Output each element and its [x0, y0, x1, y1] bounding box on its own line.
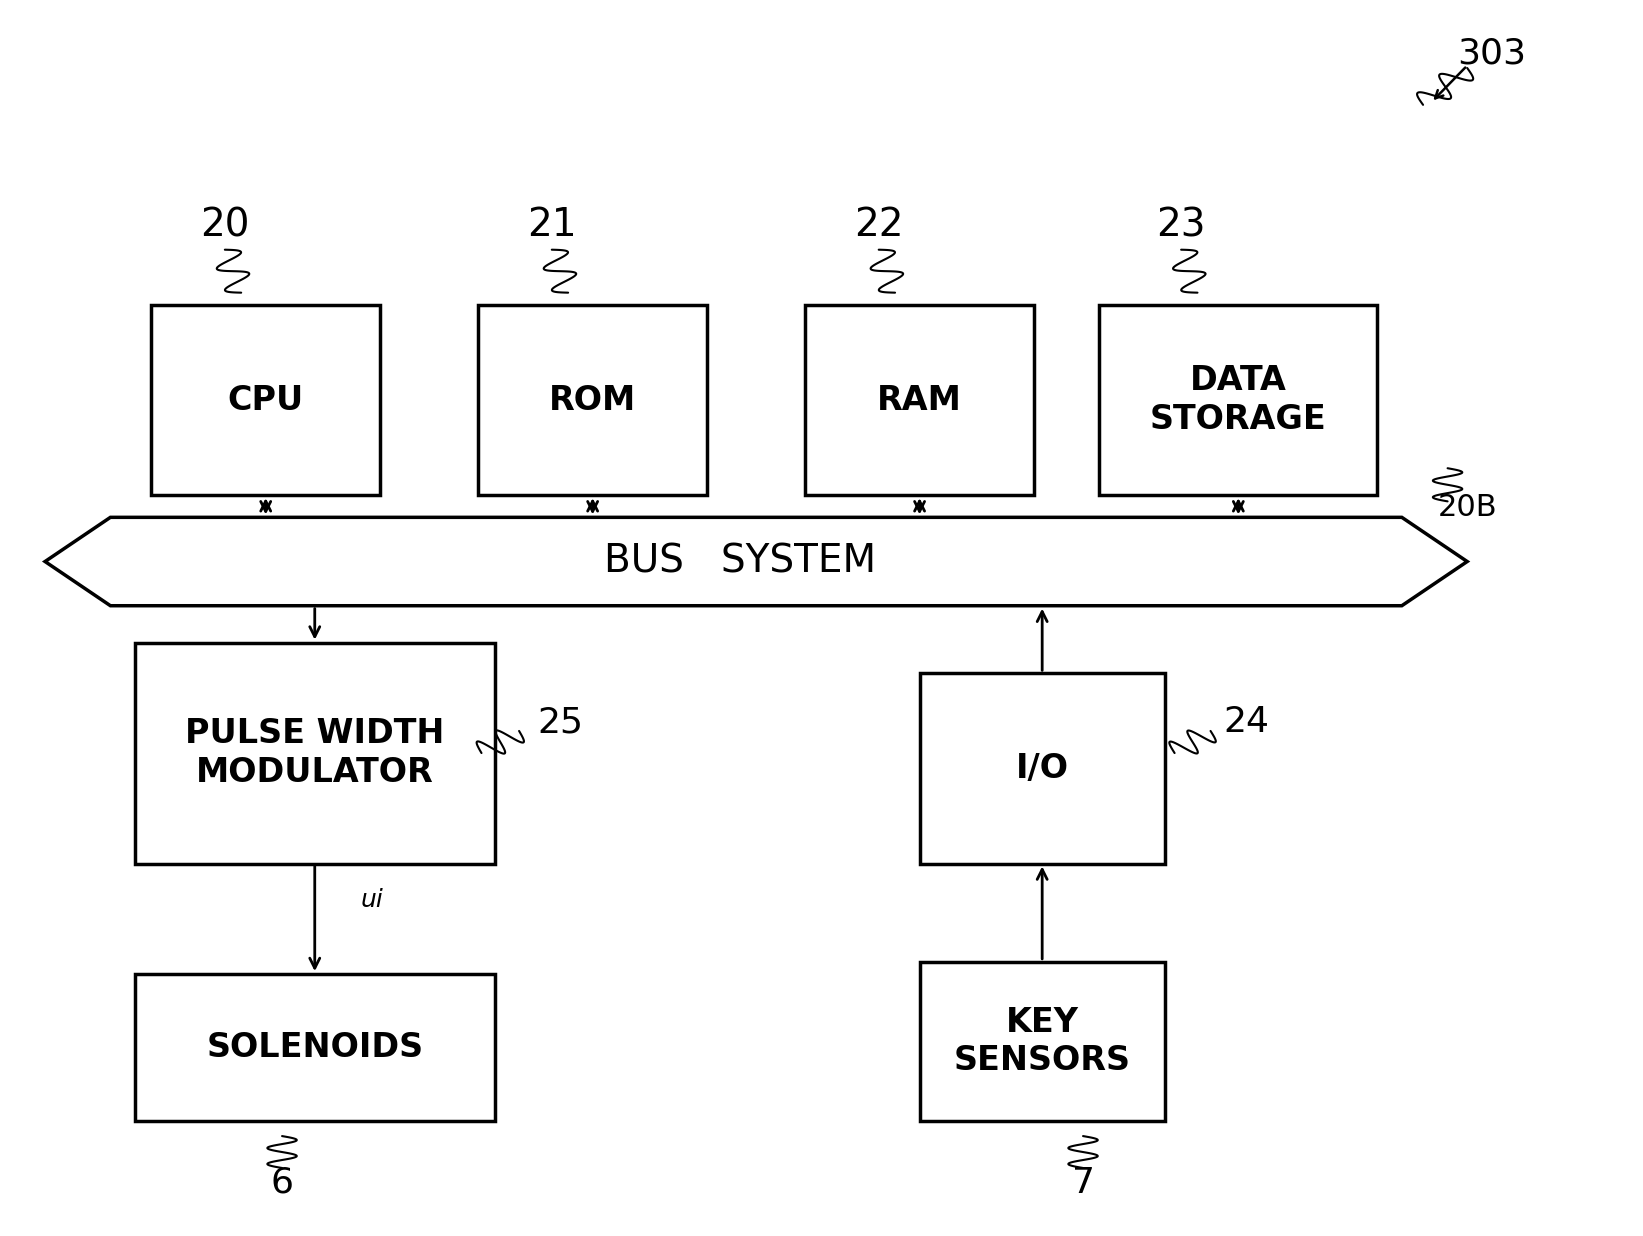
Polygon shape — [44, 518, 1467, 606]
Text: 22: 22 — [854, 206, 904, 245]
Text: I/O: I/O — [1015, 751, 1068, 785]
Text: RAM: RAM — [877, 383, 963, 417]
FancyBboxPatch shape — [135, 974, 495, 1121]
FancyBboxPatch shape — [478, 305, 706, 496]
Text: KEY
SENSORS: KEY SENSORS — [953, 1006, 1130, 1077]
Text: 24: 24 — [1224, 706, 1270, 739]
Text: ui: ui — [360, 889, 383, 912]
FancyBboxPatch shape — [920, 674, 1165, 864]
Text: CPU: CPU — [228, 383, 304, 417]
Text: 23: 23 — [1157, 206, 1206, 245]
Text: 20: 20 — [200, 206, 250, 245]
Text: 6: 6 — [271, 1166, 294, 1200]
Text: 7: 7 — [1071, 1166, 1094, 1200]
FancyBboxPatch shape — [1099, 305, 1377, 496]
Text: 20B: 20B — [1438, 493, 1497, 522]
Text: SOLENOIDS: SOLENOIDS — [205, 1031, 424, 1064]
Text: 25: 25 — [537, 706, 583, 739]
Text: ROM: ROM — [549, 383, 636, 417]
FancyBboxPatch shape — [805, 305, 1033, 496]
Text: PULSE WIDTH
MODULATOR: PULSE WIDTH MODULATOR — [186, 717, 445, 789]
Text: 303: 303 — [1457, 36, 1526, 70]
Text: 21: 21 — [527, 206, 577, 245]
FancyBboxPatch shape — [135, 643, 495, 864]
FancyBboxPatch shape — [151, 305, 380, 496]
FancyBboxPatch shape — [920, 962, 1165, 1121]
Text: BUS   SYSTEM: BUS SYSTEM — [603, 543, 876, 581]
Text: DATA
STORAGE: DATA STORAGE — [1150, 365, 1326, 435]
